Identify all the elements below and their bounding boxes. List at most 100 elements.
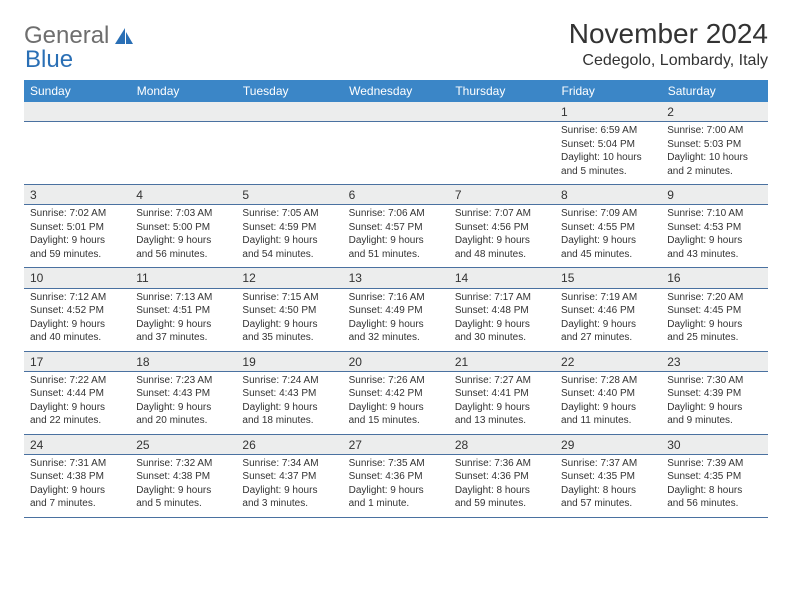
day-number: 10 bbox=[24, 268, 130, 287]
day-content-cell: Sunrise: 7:09 AMSunset: 4:55 PMDaylight:… bbox=[555, 205, 661, 268]
daylight-text: Daylight: 9 hours and 35 minutes. bbox=[242, 318, 336, 345]
day-number-cell: 9 bbox=[661, 185, 767, 205]
daylight-text: Daylight: 9 hours and 43 minutes. bbox=[667, 234, 761, 261]
day-content: Sunrise: 7:35 AMSunset: 4:36 PMDaylight:… bbox=[343, 455, 449, 517]
brand-part1: General bbox=[24, 22, 109, 49]
sunset-text: Sunset: 4:41 PM bbox=[455, 387, 549, 401]
day-number: 14 bbox=[449, 268, 555, 287]
day-content: Sunrise: 7:28 AMSunset: 4:40 PMDaylight:… bbox=[555, 372, 661, 434]
day-content-cell: Sunrise: 7:23 AMSunset: 4:43 PMDaylight:… bbox=[130, 371, 236, 434]
day-content bbox=[449, 122, 555, 180]
day-number: 13 bbox=[343, 268, 449, 287]
day-content-cell: Sunrise: 7:12 AMSunset: 4:52 PMDaylight:… bbox=[24, 288, 130, 351]
day-number-cell: 4 bbox=[130, 185, 236, 205]
sunset-text: Sunset: 4:35 PM bbox=[667, 470, 761, 484]
day-number: 20 bbox=[343, 352, 449, 371]
day-number: 29 bbox=[555, 435, 661, 454]
day-content-cell: Sunrise: 7:34 AMSunset: 4:37 PMDaylight:… bbox=[236, 454, 342, 517]
daylight-text: Daylight: 9 hours and 30 minutes. bbox=[455, 318, 549, 345]
sunrise-text: Sunrise: 7:22 AM bbox=[30, 374, 124, 388]
daylight-text: Daylight: 9 hours and 32 minutes. bbox=[349, 318, 443, 345]
day-content-cell: Sunrise: 7:19 AMSunset: 4:46 PMDaylight:… bbox=[555, 288, 661, 351]
daycontent-row: Sunrise: 7:22 AMSunset: 4:44 PMDaylight:… bbox=[24, 371, 768, 434]
day-content bbox=[343, 122, 449, 180]
sunrise-text: Sunrise: 7:36 AM bbox=[455, 457, 549, 471]
day-content: Sunrise: 7:32 AMSunset: 4:38 PMDaylight:… bbox=[130, 455, 236, 517]
day-content-cell: Sunrise: 7:20 AMSunset: 4:45 PMDaylight:… bbox=[661, 288, 767, 351]
day-content-cell: Sunrise: 7:36 AMSunset: 4:36 PMDaylight:… bbox=[449, 454, 555, 517]
sunrise-text: Sunrise: 7:20 AM bbox=[667, 291, 761, 305]
day-number: 3 bbox=[24, 185, 130, 204]
day-number-cell bbox=[24, 102, 130, 122]
sunrise-text: Sunrise: 7:07 AM bbox=[455, 207, 549, 221]
weekday-header: Sunday bbox=[24, 80, 130, 102]
day-number: 25 bbox=[130, 435, 236, 454]
sunrise-text: Sunrise: 7:10 AM bbox=[667, 207, 761, 221]
sunrise-text: Sunrise: 7:00 AM bbox=[667, 124, 761, 138]
daylight-text: Daylight: 9 hours and 40 minutes. bbox=[30, 318, 124, 345]
weekday-header: Friday bbox=[555, 80, 661, 102]
day-content: Sunrise: 7:09 AMSunset: 4:55 PMDaylight:… bbox=[555, 205, 661, 267]
day-content-cell: Sunrise: 7:35 AMSunset: 4:36 PMDaylight:… bbox=[343, 454, 449, 517]
sunrise-text: Sunrise: 7:06 AM bbox=[349, 207, 443, 221]
day-content: Sunrise: 7:13 AMSunset: 4:51 PMDaylight:… bbox=[130, 289, 236, 351]
day-number-cell: 3 bbox=[24, 185, 130, 205]
day-number: 4 bbox=[130, 185, 236, 204]
daynum-row: 12 bbox=[24, 102, 768, 122]
sunset-text: Sunset: 4:59 PM bbox=[242, 221, 336, 235]
day-content-cell: Sunrise: 7:32 AMSunset: 4:38 PMDaylight:… bbox=[130, 454, 236, 517]
sunset-text: Sunset: 4:35 PM bbox=[561, 470, 655, 484]
day-content-cell: Sunrise: 7:02 AMSunset: 5:01 PMDaylight:… bbox=[24, 205, 130, 268]
sunset-text: Sunset: 4:49 PM bbox=[349, 304, 443, 318]
sunset-text: Sunset: 4:40 PM bbox=[561, 387, 655, 401]
day-content-cell: Sunrise: 7:22 AMSunset: 4:44 PMDaylight:… bbox=[24, 371, 130, 434]
day-content: Sunrise: 7:36 AMSunset: 4:36 PMDaylight:… bbox=[449, 455, 555, 517]
day-number-cell: 13 bbox=[343, 268, 449, 288]
day-content-cell bbox=[343, 122, 449, 185]
day-number-cell: 1 bbox=[555, 102, 661, 122]
day-number-cell: 5 bbox=[236, 185, 342, 205]
day-number: 7 bbox=[449, 185, 555, 204]
day-number: 17 bbox=[24, 352, 130, 371]
daylight-text: Daylight: 10 hours and 5 minutes. bbox=[561, 151, 655, 178]
day-content: Sunrise: 7:07 AMSunset: 4:56 PMDaylight:… bbox=[449, 205, 555, 267]
sunrise-text: Sunrise: 7:03 AM bbox=[136, 207, 230, 221]
sunset-text: Sunset: 4:36 PM bbox=[455, 470, 549, 484]
day-content bbox=[130, 122, 236, 180]
day-number: 28 bbox=[449, 435, 555, 454]
sunset-text: Sunset: 4:38 PM bbox=[136, 470, 230, 484]
brand-logo: General Blue bbox=[24, 18, 135, 72]
sunset-text: Sunset: 4:53 PM bbox=[667, 221, 761, 235]
day-content-cell: Sunrise: 7:27 AMSunset: 4:41 PMDaylight:… bbox=[449, 371, 555, 434]
day-number-cell: 8 bbox=[555, 185, 661, 205]
daycontent-row: Sunrise: 6:59 AMSunset: 5:04 PMDaylight:… bbox=[24, 122, 768, 185]
day-number-cell: 25 bbox=[130, 434, 236, 454]
day-number-cell: 26 bbox=[236, 434, 342, 454]
sunrise-text: Sunrise: 7:34 AM bbox=[242, 457, 336, 471]
daylight-text: Daylight: 9 hours and 7 minutes. bbox=[30, 484, 124, 511]
daynum-row: 10111213141516 bbox=[24, 268, 768, 288]
weekday-header: Saturday bbox=[661, 80, 767, 102]
daylight-text: Daylight: 9 hours and 59 minutes. bbox=[30, 234, 124, 261]
day-number-cell: 12 bbox=[236, 268, 342, 288]
day-content-cell: Sunrise: 7:31 AMSunset: 4:38 PMDaylight:… bbox=[24, 454, 130, 517]
sunrise-text: Sunrise: 7:23 AM bbox=[136, 374, 230, 388]
daylight-text: Daylight: 8 hours and 57 minutes. bbox=[561, 484, 655, 511]
day-number-cell bbox=[449, 102, 555, 122]
day-number bbox=[449, 102, 555, 121]
sunrise-text: Sunrise: 7:13 AM bbox=[136, 291, 230, 305]
sunset-text: Sunset: 4:46 PM bbox=[561, 304, 655, 318]
day-number: 1 bbox=[555, 102, 661, 121]
daynum-row: 24252627282930 bbox=[24, 434, 768, 454]
daycontent-row: Sunrise: 7:02 AMSunset: 5:01 PMDaylight:… bbox=[24, 205, 768, 268]
day-content: Sunrise: 7:22 AMSunset: 4:44 PMDaylight:… bbox=[24, 372, 130, 434]
day-number bbox=[130, 102, 236, 121]
day-content bbox=[24, 122, 130, 180]
day-number-cell: 6 bbox=[343, 185, 449, 205]
sunrise-text: Sunrise: 7:26 AM bbox=[349, 374, 443, 388]
day-content-cell: Sunrise: 7:30 AMSunset: 4:39 PMDaylight:… bbox=[661, 371, 767, 434]
day-content: Sunrise: 7:34 AMSunset: 4:37 PMDaylight:… bbox=[236, 455, 342, 517]
day-number-cell: 17 bbox=[24, 351, 130, 371]
daylight-text: Daylight: 9 hours and 56 minutes. bbox=[136, 234, 230, 261]
day-content: Sunrise: 7:16 AMSunset: 4:49 PMDaylight:… bbox=[343, 289, 449, 351]
